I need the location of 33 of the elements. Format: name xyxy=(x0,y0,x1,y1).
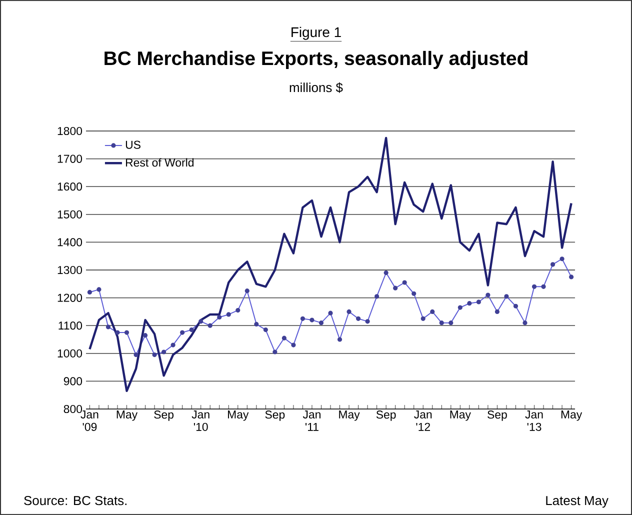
y-tick-label: 1600 xyxy=(58,182,82,191)
x-tick-label: Jan '13 xyxy=(525,410,543,431)
x-tick-label: May xyxy=(339,410,360,421)
y-tick-label: 1200 xyxy=(58,294,82,302)
x-tick-label: Jan '09 xyxy=(80,410,98,431)
x-tick-label: Jan '10 xyxy=(192,410,210,431)
y-tick-label: 1700 xyxy=(58,154,82,163)
x-tick-label: Sep xyxy=(265,410,285,421)
y-tick-label: 1300 xyxy=(58,266,82,274)
legend-label: Rest of World xyxy=(126,158,194,167)
y-tick-label: 1000 xyxy=(58,349,82,358)
y-tick-label: 1400 xyxy=(58,238,82,246)
y-tick-label: 800 xyxy=(64,404,82,414)
legend-label: US xyxy=(126,140,140,149)
x-tick-label: May xyxy=(228,410,249,421)
x-tick-label: May xyxy=(116,410,138,421)
caption: Figure 1 xyxy=(292,26,341,40)
line-series xyxy=(88,136,572,392)
x-tick-label: Sep xyxy=(154,410,174,421)
y-tick-label: 1100 xyxy=(58,322,82,330)
text: Latest May xyxy=(546,496,608,508)
x-tick-label: Jan '11 xyxy=(302,410,320,431)
y-tick-label: 900 xyxy=(64,377,82,386)
chart-title: BC Merchandise Exports, seasonally adjusted xyxy=(104,50,528,70)
y-tick-label: 1500 xyxy=(58,210,82,218)
x-tick-label: Sep xyxy=(376,410,396,421)
x-tick-label: Jan '12 xyxy=(414,410,432,431)
y-tick-label: 1800 xyxy=(58,126,82,136)
chart-subtitle: millions $ xyxy=(290,82,343,93)
x-tick-label: May xyxy=(561,410,582,421)
source-note: Source: BC Stats. xyxy=(24,496,126,506)
x-tick-label: May xyxy=(450,410,471,421)
x-tick-label: Sep xyxy=(488,410,507,421)
